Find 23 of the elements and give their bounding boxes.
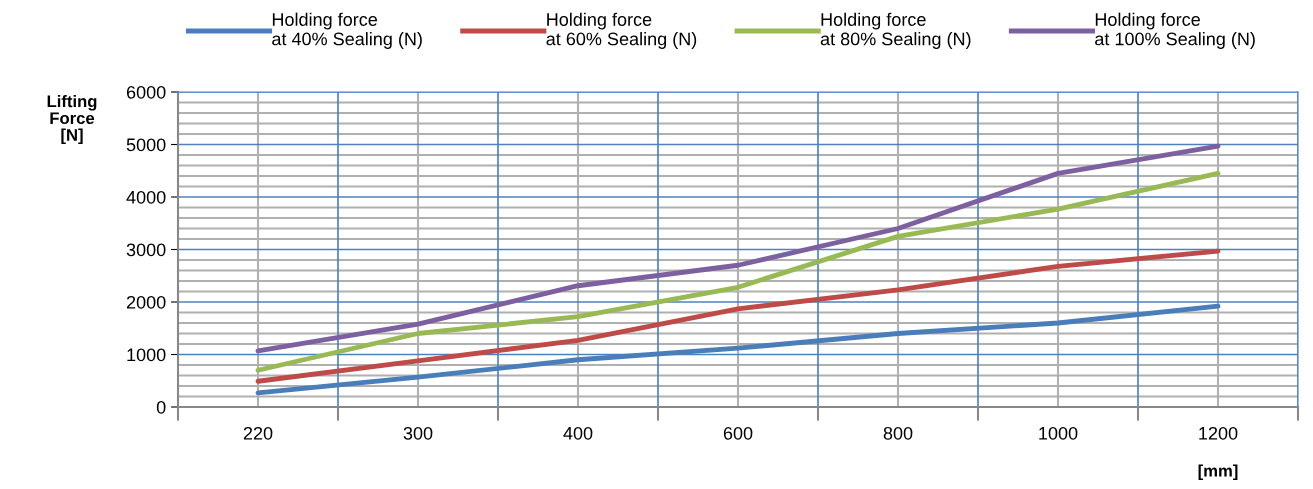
line-series	[255, 170, 1221, 373]
legend-label: Holding force at 60% Sealing (N)	[546, 12, 697, 49]
y-tick-label: 1000	[127, 348, 166, 362]
y-tick-label: 0	[156, 400, 166, 414]
y-axis-title: Lifting Force [N]	[47, 95, 97, 145]
x-tick-label: 1000	[1039, 426, 1078, 440]
y-tick-label: 5000	[126, 138, 166, 152]
x-tick-label: 600	[723, 426, 753, 440]
legend-label: Holding force at 40% Sealing (N)	[272, 12, 422, 49]
x-tick-label: 300	[403, 426, 433, 440]
x-tick-label: 800	[883, 426, 913, 440]
y-tick-label: 3000	[126, 243, 166, 257]
y-tick-label: 4000	[126, 190, 166, 204]
y-tick-label: 6000	[126, 85, 166, 99]
legend-label: Holding force at 100% Sealing (N)	[1095, 12, 1255, 49]
legend-label: Holding force at 80% Sealing (N)	[820, 12, 971, 49]
x-tick-label: 1200	[1199, 426, 1238, 440]
x-tick-label: 400	[563, 426, 593, 440]
x-tick-label: 220	[243, 426, 273, 440]
line-series	[255, 248, 1221, 384]
x-axis-title: [mm]	[1198, 464, 1238, 480]
line-series	[255, 143, 1221, 354]
y-tick-label: 2000	[126, 295, 166, 309]
